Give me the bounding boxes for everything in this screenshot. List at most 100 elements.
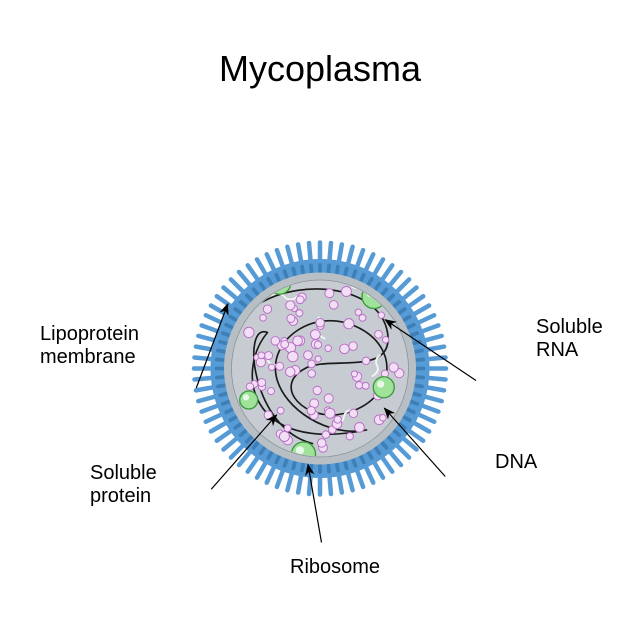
- soluble-protein: [315, 356, 321, 362]
- membrane-peg: [231, 445, 244, 458]
- membrane-peg: [374, 462, 383, 478]
- membrane-peg: [418, 414, 434, 422]
- membrane-peg: [217, 430, 232, 440]
- membrane-peg: [389, 272, 401, 286]
- membrane-peg: [426, 387, 444, 390]
- soluble-protein: [281, 340, 289, 348]
- membrane-peg: [248, 457, 258, 472]
- membrane-peg: [424, 396, 441, 401]
- soluble-protein: [277, 407, 284, 414]
- soluble-protein: [286, 301, 295, 310]
- soluble-protein: [375, 330, 383, 338]
- soluble-protein: [325, 345, 332, 352]
- soluble-protein: [276, 362, 284, 370]
- soluble-protein: [307, 406, 315, 414]
- soluble-protein: [268, 364, 274, 370]
- membrane-peg: [348, 473, 353, 490]
- ribosome: [373, 377, 394, 398]
- membrane-peg: [206, 414, 222, 422]
- soluble-protein: [362, 382, 369, 389]
- membrane-peg: [257, 462, 266, 478]
- membrane-peg: [239, 451, 251, 465]
- membrane-peg: [366, 466, 374, 482]
- soluble-protein: [380, 415, 386, 421]
- soluble-protein: [316, 318, 325, 327]
- soluble-protein: [296, 296, 304, 304]
- soluble-protein: [324, 394, 333, 403]
- soluble-protein: [359, 315, 366, 322]
- membrane-peg: [287, 247, 292, 264]
- soluble-protein: [263, 305, 271, 313]
- membrane-peg: [414, 306, 430, 315]
- soluble-protein: [317, 439, 326, 448]
- membrane-peg: [396, 279, 409, 292]
- membrane-peg: [396, 445, 409, 458]
- soluble-protein: [349, 409, 357, 417]
- membrane-peg: [287, 473, 292, 490]
- membrane-peg: [248, 265, 258, 280]
- membrane-peg: [257, 259, 266, 275]
- membrane-peg: [223, 288, 237, 300]
- soluble-protein: [258, 352, 265, 359]
- membrane-peg: [366, 254, 374, 270]
- membrane-peg: [418, 315, 434, 323]
- soluble-protein: [351, 371, 357, 377]
- soluble-protein: [310, 330, 320, 340]
- membrane-peg: [428, 378, 446, 380]
- membrane-peg: [211, 423, 227, 432]
- soluble-protein: [271, 337, 280, 346]
- membrane-peg: [408, 430, 423, 440]
- membrane-peg: [206, 315, 222, 323]
- soluble-protein: [313, 386, 321, 394]
- membrane-peg: [357, 250, 363, 267]
- membrane-peg: [194, 358, 212, 360]
- membrane-peg: [348, 247, 353, 264]
- soluble-protein: [389, 363, 398, 372]
- soluble-protein: [334, 416, 341, 423]
- membrane-peg: [414, 423, 430, 432]
- membrane-peg: [196, 387, 214, 390]
- membrane-peg: [267, 254, 275, 270]
- ribosome: [240, 391, 258, 409]
- label-soluble-rna: Soluble RNA: [536, 316, 603, 362]
- soluble-protein: [382, 337, 388, 343]
- soluble-protein: [344, 319, 354, 329]
- label-ribosome: Ribosome: [290, 556, 380, 579]
- cell-diagram: [0, 130, 640, 610]
- membrane-peg: [298, 475, 301, 493]
- soluble-protein: [244, 327, 254, 337]
- membrane-peg: [267, 466, 275, 482]
- label-soluble-protein: Soluble protein: [90, 462, 157, 508]
- soluble-protein: [329, 301, 338, 310]
- soluble-protein: [325, 408, 335, 418]
- soluble-protein: [362, 357, 370, 365]
- soluble-protein: [355, 423, 365, 433]
- membrane-peg: [389, 451, 401, 465]
- soluble-protein: [268, 388, 275, 395]
- membrane-peg: [202, 325, 219, 331]
- membrane-peg: [198, 336, 215, 341]
- membrane-peg: [217, 296, 232, 306]
- membrane-peg: [339, 244, 342, 262]
- soluble-protein: [288, 351, 299, 362]
- cytoplasm: [232, 280, 409, 457]
- soluble-protein: [293, 336, 303, 346]
- soluble-protein: [346, 433, 353, 440]
- membrane-peg: [329, 243, 331, 261]
- membrane-peg: [231, 279, 244, 292]
- membrane-peg: [329, 476, 331, 494]
- membrane-peg: [408, 296, 423, 306]
- membrane-peg: [198, 396, 215, 401]
- soluble-protein: [340, 344, 350, 354]
- soluble-protein: [356, 382, 363, 389]
- membrane-peg: [403, 288, 417, 300]
- soluble-protein: [308, 370, 316, 378]
- soluble-protein: [304, 351, 313, 360]
- label-dna: DNA: [495, 451, 537, 474]
- membrane-peg: [202, 405, 219, 411]
- membrane-peg: [194, 378, 212, 380]
- membrane-peg: [357, 470, 363, 487]
- label-lipoprotein: Lipoprotein membrane: [40, 323, 139, 369]
- membrane-peg: [421, 405, 438, 411]
- soluble-protein: [322, 431, 330, 439]
